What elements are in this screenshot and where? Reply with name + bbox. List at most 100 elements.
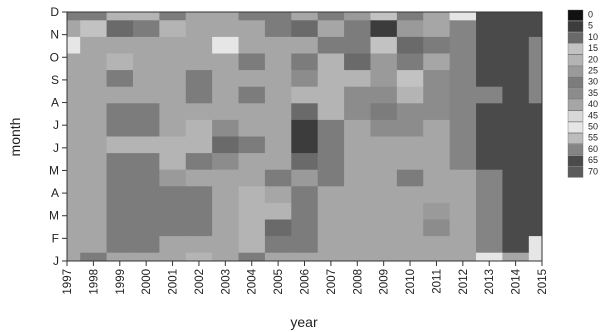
heatmap-cell <box>370 86 398 104</box>
y-tick-label: S <box>51 73 59 87</box>
heatmap-cell <box>528 53 542 71</box>
heatmap-cell <box>344 252 372 261</box>
heatmap-cell <box>159 186 187 204</box>
heatmap-cell <box>67 53 81 71</box>
x-tick-label: 2007 <box>326 269 338 295</box>
heatmap-cell <box>423 20 451 38</box>
heatmap-cell <box>264 119 292 138</box>
heatmap-cell <box>106 12 134 21</box>
heatmap-cell <box>291 202 319 221</box>
heatmap-cell <box>238 103 266 121</box>
heatmap-cell <box>344 20 372 38</box>
heatmap-cell <box>502 70 530 88</box>
heatmap-cell <box>528 153 542 171</box>
legend-swatch <box>567 65 584 77</box>
heatmap-cell <box>449 252 477 261</box>
heatmap-cell <box>132 86 160 104</box>
legend-label: 5 <box>588 21 593 31</box>
heatmap-cell <box>449 53 477 71</box>
heatmap-cell <box>106 20 134 38</box>
heatmap-cell <box>423 53 451 71</box>
y-tick-label: J <box>53 254 59 268</box>
legend-label: 70 <box>588 166 598 176</box>
heatmap-cell <box>317 236 345 254</box>
x-tick-label: 1999 <box>115 269 127 295</box>
y-tick-label: M <box>49 163 59 177</box>
heatmap-cell <box>80 186 108 204</box>
y-tick-label: A <box>51 96 59 110</box>
x-tick-label: 2011 <box>431 269 443 294</box>
heatmap-cell <box>106 153 134 171</box>
heatmap-cell <box>159 236 187 254</box>
heatmap-cell <box>476 236 504 254</box>
heatmap-cell <box>185 219 213 237</box>
heatmap-cell <box>212 103 240 121</box>
heatmap-cell <box>449 12 477 21</box>
legend-label: 35 <box>588 88 598 98</box>
heatmap-cell <box>238 136 266 154</box>
legend-label: 65 <box>588 155 598 165</box>
heatmap-cell <box>528 219 542 237</box>
heatmap-cell <box>370 103 398 121</box>
heatmap-cell <box>238 70 266 88</box>
heatmap-cell <box>67 20 81 38</box>
x-tick-label: 1998 <box>88 269 100 295</box>
x-tick-label: 2005 <box>273 269 285 295</box>
heatmap-cell <box>264 186 292 204</box>
heatmap-cell <box>502 136 530 154</box>
heatmap-cell <box>423 136 451 154</box>
heatmap-cell <box>317 36 345 55</box>
heatmap-cell <box>291 70 319 88</box>
heatmap-cell <box>370 186 398 204</box>
heatmap-cell <box>67 136 81 154</box>
heatmap-cell <box>291 53 319 71</box>
heatmap-cell <box>528 86 542 104</box>
heatmap-cell <box>67 219 81 237</box>
heatmap-cell <box>238 219 266 237</box>
x-tick-label: 2006 <box>300 269 312 295</box>
heatmap-cell <box>502 202 530 221</box>
heatmap-cell <box>159 252 187 261</box>
heatmap-cell <box>212 186 240 204</box>
heatmap-cell <box>132 252 160 261</box>
heatmap-cell <box>476 53 504 71</box>
heatmap-cell <box>317 12 345 21</box>
heatmap-cell <box>264 20 292 38</box>
heatmap-cell <box>476 103 504 121</box>
heatmap-cell <box>370 119 398 138</box>
legend-swatch <box>567 121 584 133</box>
heatmap-cell <box>476 136 504 154</box>
heatmap-cell <box>317 70 345 88</box>
heatmap-cell <box>159 12 187 21</box>
heatmap-cell <box>212 252 240 261</box>
heatmap-cell <box>212 53 240 71</box>
heatmap-cell <box>238 169 266 187</box>
heatmap-cell <box>291 12 319 21</box>
x-tick-label: 2001 <box>168 269 180 295</box>
heatmap-cell <box>185 53 213 71</box>
heatmap-cell <box>423 119 451 138</box>
heatmap-cell <box>502 103 530 121</box>
y-tick-label: O <box>50 50 59 64</box>
heatmap-cell <box>80 70 108 88</box>
legend-swatch <box>567 32 584 44</box>
heatmap-cell <box>291 153 319 171</box>
heatmap-cell <box>264 136 292 154</box>
heatmap-cell <box>159 202 187 221</box>
x-tick-label: 2013 <box>484 269 496 295</box>
heatmap-cell <box>264 202 292 221</box>
legend-label: 50 <box>588 122 598 132</box>
heatmap-cell <box>449 119 477 138</box>
x-tick-label: 2003 <box>220 269 232 295</box>
heatmap-cell <box>370 252 398 261</box>
heatmap-cell <box>317 136 345 154</box>
heatmap-cell <box>317 119 345 138</box>
heatmap-cell <box>528 202 542 221</box>
heatmap-cell <box>370 53 398 71</box>
heatmap-cell <box>291 119 319 138</box>
heatmap-cell <box>370 70 398 88</box>
x-tick-label: 2015 <box>537 269 549 295</box>
heatmap-cell <box>67 103 81 121</box>
heatmap-cell <box>528 252 542 261</box>
heatmap-cell <box>67 153 81 171</box>
